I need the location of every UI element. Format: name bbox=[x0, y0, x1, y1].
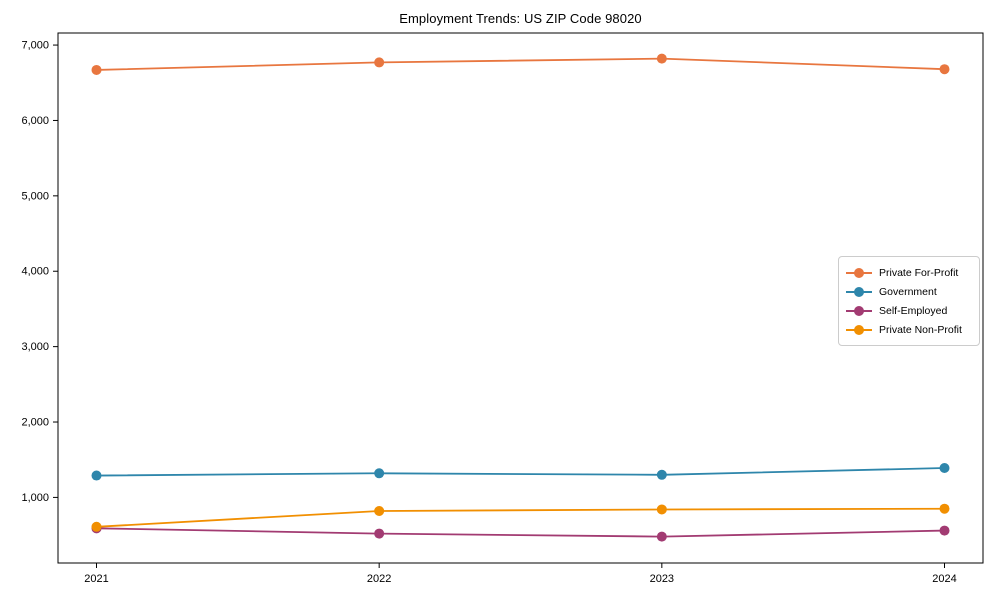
y-tick-label: 7,000 bbox=[21, 40, 49, 52]
x-tick-label: 2024 bbox=[932, 573, 956, 585]
data-point-private-non-profit bbox=[939, 503, 950, 514]
data-point-private-for-profit bbox=[656, 53, 667, 64]
legend: Private For-Profit Government Self-Employe… bbox=[838, 256, 980, 346]
data-point-self-employed bbox=[939, 525, 950, 536]
y-tick-label: 2,000 bbox=[21, 417, 49, 429]
data-point-government bbox=[91, 470, 102, 481]
y-tick-label: 5,000 bbox=[21, 190, 49, 202]
x-tick-label: 2023 bbox=[650, 573, 674, 585]
chart-title: Employment Trends: US ZIP Code 98020 bbox=[399, 11, 642, 26]
y-tick-label: 1,000 bbox=[21, 492, 49, 504]
series-line-private-non-profit bbox=[96, 507, 945, 528]
legend-marker-icon bbox=[846, 286, 872, 297]
legend-marker-icon bbox=[846, 324, 872, 335]
y-tick-label: 3,000 bbox=[21, 341, 49, 353]
legend-item-private-non-profit: Private Non-Profit bbox=[846, 320, 971, 339]
data-point-private-for-profit bbox=[374, 57, 385, 68]
series-line-government bbox=[96, 467, 945, 477]
data-point-government bbox=[939, 463, 950, 474]
series-line-self-employed bbox=[96, 527, 945, 538]
data-point-private-for-profit bbox=[939, 64, 950, 75]
data-point-private-non-profit bbox=[374, 505, 385, 516]
legend-marker-icon bbox=[846, 305, 872, 316]
plot-border bbox=[57, 32, 984, 564]
legend-label: Private Non-Profit bbox=[879, 323, 962, 336]
legend-label: Private For-Profit bbox=[879, 266, 959, 279]
data-point-self-employed bbox=[374, 528, 385, 539]
x-tick-label: 2022 bbox=[367, 573, 391, 585]
legend-label: Self-Employed bbox=[879, 304, 948, 317]
data-point-private-for-profit bbox=[91, 64, 102, 75]
legend-marker-icon bbox=[846, 267, 872, 278]
legend-label: Government bbox=[879, 285, 937, 298]
x-tick-label: 2021 bbox=[84, 573, 108, 585]
data-point-self-employed bbox=[656, 531, 667, 542]
legend-item-private-for-profit: Private For-Profit bbox=[846, 263, 971, 282]
data-point-government bbox=[374, 468, 385, 479]
data-point-private-non-profit bbox=[656, 504, 667, 515]
series-line-private-for-profit bbox=[96, 57, 945, 71]
data-point-private-non-profit bbox=[91, 521, 102, 532]
y-tick-label: 6,000 bbox=[21, 115, 49, 127]
data-point-government bbox=[656, 469, 667, 480]
y-tick-label: 4,000 bbox=[21, 266, 49, 278]
legend-item-government: Government bbox=[846, 282, 971, 301]
legend-item-self-employed: Self-Employed bbox=[846, 301, 971, 320]
